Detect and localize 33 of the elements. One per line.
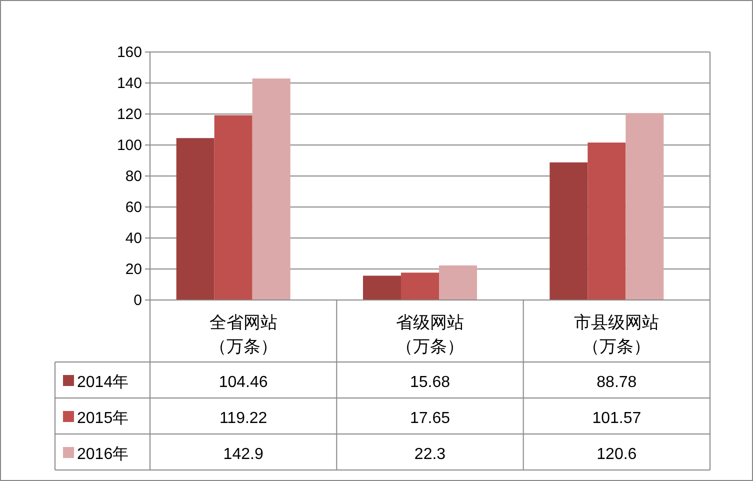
data-label: 104.46: [218, 374, 268, 391]
legend-label: 2015年: [77, 410, 129, 427]
bar: [176, 138, 214, 300]
y-tick-label: 60: [125, 199, 142, 216]
y-tick-label: 100: [116, 137, 142, 154]
data-label: 119.22: [219, 410, 268, 427]
y-tick-label: 160: [116, 44, 142, 61]
data-label: 120.6: [596, 446, 637, 463]
bar: [626, 113, 664, 300]
y-tick-label: 120: [116, 106, 142, 123]
legend-label: 2016年: [77, 446, 129, 463]
legend-label: 2014年: [77, 374, 129, 391]
bar: [363, 276, 401, 300]
data-label: 101.57: [592, 410, 642, 427]
y-tick-label: 140: [116, 75, 142, 92]
y-tick-label: 0: [134, 292, 142, 309]
bar: [401, 272, 439, 300]
y-tick-label: 20: [125, 261, 142, 278]
data-label: 88.78: [596, 374, 637, 391]
bar: [550, 162, 588, 300]
data-label: 15.68: [410, 374, 450, 391]
data-label: 17.65: [410, 410, 450, 427]
data-label: 142.9: [223, 446, 264, 463]
y-tick-label: 40: [125, 230, 142, 247]
y-tick-label: 80: [125, 168, 142, 185]
x-tick-label: 省级网站（万条）: [396, 313, 464, 356]
bar: [588, 142, 626, 300]
x-tick-label: 全省网站（万条）: [209, 313, 278, 356]
x-tick-label: 市县级网站（万条）: [574, 313, 660, 356]
data-label: 22.3: [414, 446, 446, 463]
bar: [214, 115, 252, 300]
bar: [252, 78, 290, 300]
bar: [439, 265, 477, 300]
